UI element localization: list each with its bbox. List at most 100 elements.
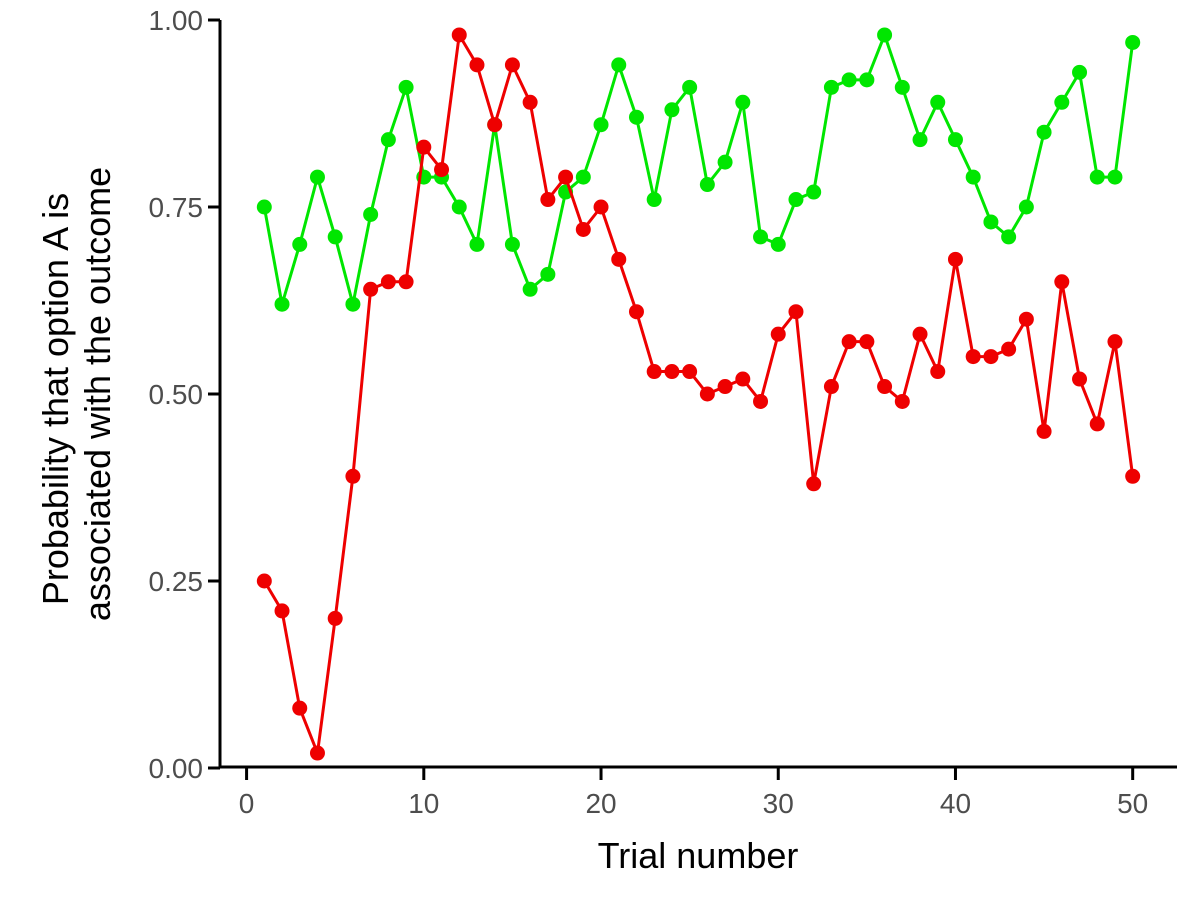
data-point: [682, 364, 698, 380]
data-point: [451, 199, 467, 215]
data-point: [575, 221, 591, 237]
y-tick-label: 0.75: [149, 192, 204, 223]
data-point: [717, 379, 733, 395]
data-point: [877, 379, 893, 395]
y-tick-label: 0.00: [149, 753, 204, 784]
data-point: [274, 603, 290, 619]
data-point: [717, 154, 733, 170]
data-point: [806, 476, 822, 492]
data-point: [504, 57, 520, 73]
data-point: [930, 364, 946, 380]
data-point: [646, 192, 662, 208]
data-point: [398, 274, 414, 290]
x-axis-title: Trial number: [598, 835, 799, 876]
series-1-line: [262, 33, 1135, 306]
data-point: [823, 79, 839, 95]
data-point: [256, 199, 272, 215]
data-point: [256, 573, 272, 589]
ticks: 0.00 0.25 0.50 0.75 1.00 0 10 20 30 40 50: [149, 5, 1149, 819]
data-point: [646, 364, 662, 380]
data-point: [398, 79, 414, 95]
data-point: [540, 266, 556, 282]
data-point: [575, 169, 591, 185]
y-axis-title: Probability that option A is associated …: [35, 167, 118, 621]
data-point: [469, 236, 485, 252]
data-point: [859, 334, 875, 350]
data-point: [753, 393, 769, 409]
data-point: [1125, 468, 1141, 484]
x-tick-label: 50: [1117, 788, 1148, 819]
x-tick-label: 10: [408, 788, 439, 819]
data-point: [1001, 341, 1017, 357]
data-point: [309, 745, 325, 761]
data-point: [788, 304, 804, 320]
data-point: [628, 109, 644, 125]
data-point: [292, 700, 308, 716]
data-point: [823, 379, 839, 395]
data-point: [451, 27, 467, 43]
data-point: [593, 199, 609, 215]
data-point: [1107, 334, 1123, 350]
data-point: [965, 349, 981, 365]
data-point: [327, 610, 343, 626]
data-point: [894, 79, 910, 95]
data-point: [664, 102, 680, 118]
y-axis-title-line-1: Probability that option A is: [35, 193, 76, 605]
data-point: [434, 162, 450, 178]
data-point: [983, 349, 999, 365]
x-tick-label: 0: [239, 788, 255, 819]
data-point: [1089, 169, 1105, 185]
data-point: [912, 326, 928, 342]
data-point: [682, 79, 698, 95]
data-point: [611, 57, 627, 73]
x-tick-label: 20: [585, 788, 616, 819]
data-point: [522, 281, 538, 297]
data-point: [611, 251, 627, 267]
data-point: [1036, 124, 1052, 140]
y-tick-label: 0.25: [149, 566, 204, 597]
data-point: [983, 214, 999, 230]
data-point: [363, 281, 379, 297]
data-point: [345, 468, 361, 484]
data-point: [735, 371, 751, 387]
data-point: [1125, 34, 1141, 50]
data-point: [841, 72, 857, 88]
y-axis-title-line-2: associated with the outcome: [77, 167, 118, 621]
data-point: [788, 192, 804, 208]
y-tick-label: 0.50: [149, 379, 204, 410]
series-1: [256, 27, 1141, 312]
x-tick-label: 30: [763, 788, 794, 819]
data-point: [735, 94, 751, 110]
data-point: [1054, 94, 1070, 110]
data-point: [947, 132, 963, 148]
data-point: [487, 117, 503, 133]
data-point: [664, 364, 680, 380]
data-point: [469, 57, 485, 73]
data-point: [1107, 169, 1123, 185]
data-point: [841, 334, 857, 350]
data-point: [859, 72, 875, 88]
data-point: [522, 94, 538, 110]
data-point: [699, 386, 715, 402]
data-point: [380, 132, 396, 148]
data-point: [628, 304, 644, 320]
data-point: [416, 139, 432, 155]
x-tick-label: 40: [940, 788, 971, 819]
data-point: [806, 184, 822, 200]
data-point: [930, 94, 946, 110]
data-point: [380, 274, 396, 290]
data-point: [894, 393, 910, 409]
data-point: [753, 229, 769, 245]
data-point: [1001, 229, 1017, 245]
data-point: [965, 169, 981, 185]
data-point: [540, 192, 556, 208]
series-2: [256, 27, 1141, 761]
data-point: [699, 177, 715, 193]
data-point: [292, 236, 308, 252]
data-point: [912, 132, 928, 148]
data-point: [1072, 64, 1088, 80]
data-point: [947, 251, 963, 267]
data-point: [363, 206, 379, 222]
